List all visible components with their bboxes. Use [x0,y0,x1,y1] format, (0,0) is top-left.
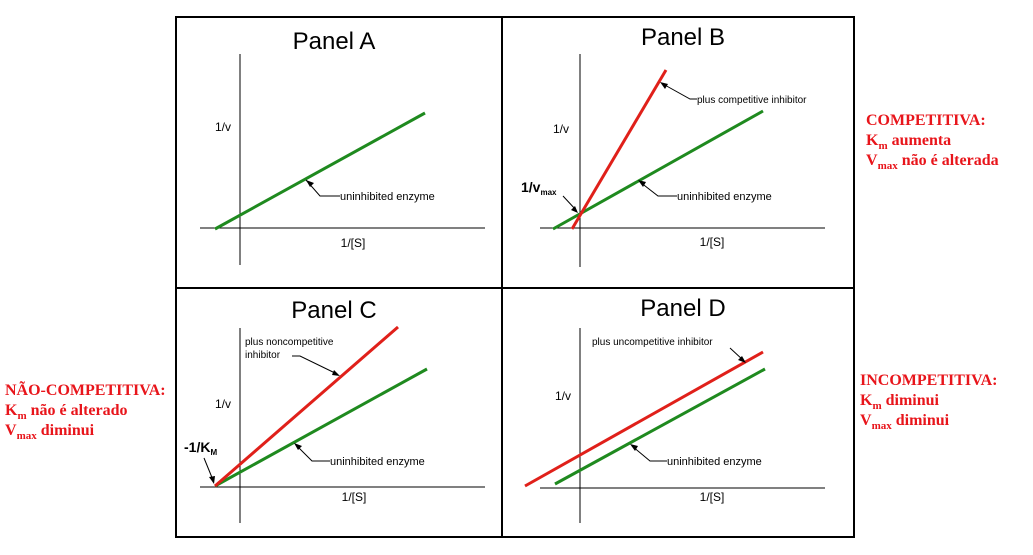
note-uncompetitive-title: INCOMPETITIVA: [860,372,998,389]
panel-c-inhibited-label-line2: inhibitor [245,350,281,361]
note-noncompetitive-vmax: Vmax diminui [5,422,95,442]
panel-d-inhibited-line [524,350,764,488]
panel-b-intercept-arrowhead [571,206,578,213]
panel-b: Panel B 1/v 1/[S] 1/vmax plus competitiv… [521,24,825,267]
panel-grid [175,16,855,538]
panel-c-y-label: 1/v [215,397,231,411]
panel-d-uninhibited-line [554,367,766,486]
panel-d-uninhibited-pointer [631,445,667,462]
panel-b-y-label: 1/v [553,122,569,136]
panel-d-x-label: 1/[S] [700,490,725,504]
note-noncompetitive-km: Km não é alterado [5,402,128,422]
panel-b-inhibited-line [570,69,668,230]
panel-c-inhibited-pointer [292,355,338,375]
panel-c: Panel C 1/v 1/[S] -1/KM plus noncompetit… [184,297,485,523]
panel-d-inhibited-arrowhead [738,356,746,363]
panel-c-uninhibited-label: uninhibited enzyme [330,456,425,468]
note-noncompetitive: NÃO-COMPETITIVA: Km não é alterado Vmax … [5,381,166,442]
panel-b-x-label: 1/[S] [700,235,725,249]
panel-a-title: Panel A [293,28,376,55]
panel-b-uninhibited-pointer [639,181,677,197]
panel-b-uninhibited-label: uninhibited enzyme [677,191,772,203]
note-uncompetitive: INCOMPETITIVA: Km diminui Vmax diminui [860,371,998,432]
panel-c-uninhibited-pointer [295,444,330,462]
panel-d-title: Panel D [640,295,725,322]
panel-c-inhibited-line [214,325,399,488]
panel-c-uninhibited-line [214,367,428,488]
panel-d-uninhibited-label: uninhibited enzyme [667,456,762,468]
panel-b-uninhibited-arrowhead [638,180,646,187]
panel-b-title: Panel B [641,24,725,51]
panel-d-uninhibited-arrowhead [630,444,638,451]
panel-d-inhibited-label: plus uncompetitive inhibitor [592,337,713,348]
panel-c-title: Panel C [291,297,376,324]
panel-c-uninhibited-arrowhead [294,443,302,450]
panel-d-y-label: 1/v [555,389,571,403]
panel-b-intercept-label: 1/vmax [521,179,557,197]
panel-b-inhibited-label: plus competitive inhibitor [697,95,807,106]
panel-a-arrowhead [306,180,314,187]
panel-a-uninhibited-line [214,111,426,231]
panel-c-intercept-pointer [203,457,214,481]
note-competitive-vmax: Vmax não é alterada [866,152,999,172]
panel-a-y-label: 1/v [215,120,231,134]
note-uncompetitive-km: Km diminui [860,392,939,412]
panel-c-x-label: 1/[S] [342,490,367,504]
note-noncompetitive-title: NÃO-COMPETITIVA: [5,382,166,399]
panel-c-inhibited-label-line1: plus noncompetitive [245,337,334,348]
note-competitive-title: COMPETITIVA: [866,112,986,129]
note-competitive: COMPETITIVA: Km aumenta Vmax não é alter… [866,111,999,172]
panel-a-x-label: 1/[S] [341,236,366,250]
panel-c-intercept-arrowhead [209,476,215,484]
panel-a-uninhibited-label: uninhibited enzyme [340,191,435,203]
note-competitive-km: Km aumenta [866,132,952,152]
note-uncompetitive-vmax: Vmax diminui [860,412,950,432]
panel-b-inhibited-pointer [662,83,697,100]
panel-d: Panel D 1/v 1/[S] plus uncompetitive inh… [524,295,825,523]
panel-a: Panel A 1/v 1/[S] uninhibited enzyme [200,28,485,265]
panel-c-inhibited-arrowhead [332,370,340,376]
panel-b-uninhibited-line [552,109,764,231]
panel-c-intercept-label: -1/KM [184,439,217,457]
panel-b-inhibited-arrowhead [660,82,668,89]
